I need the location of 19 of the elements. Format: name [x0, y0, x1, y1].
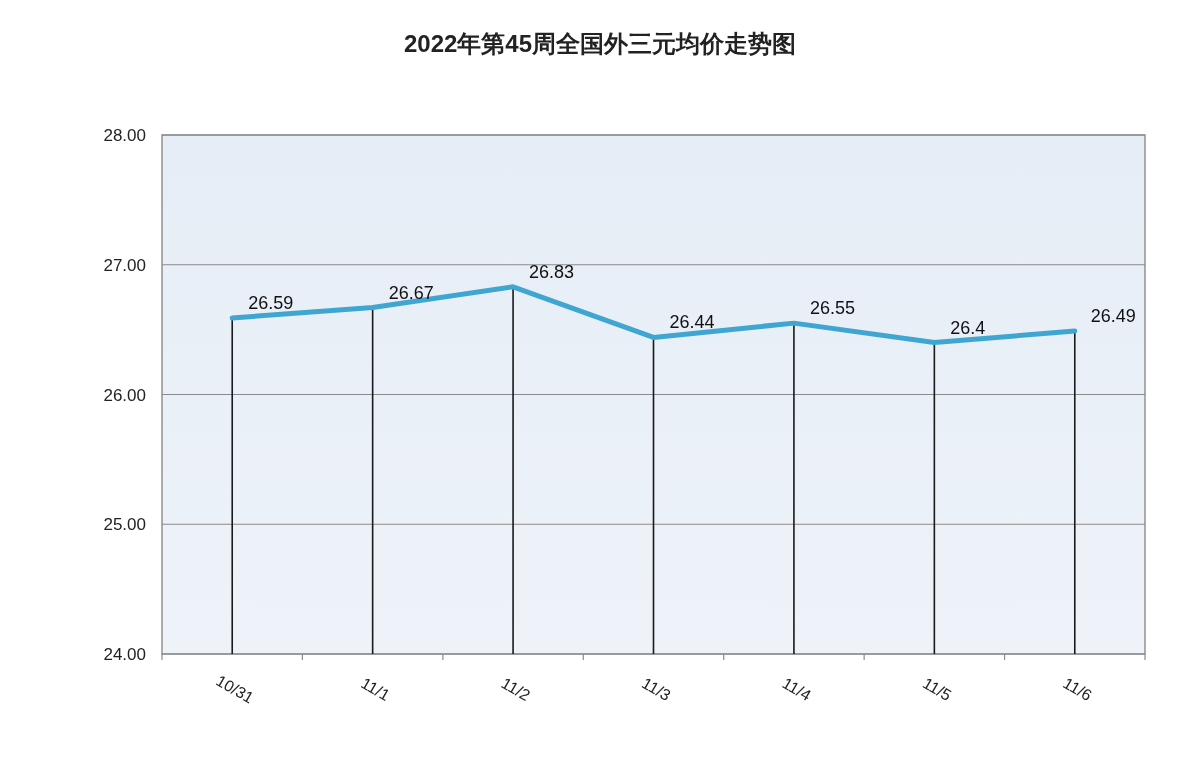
- x-tick-label: 11/6: [1060, 674, 1095, 705]
- data-label: 26.49: [1090, 305, 1136, 326]
- data-label: 26.59: [248, 292, 294, 313]
- x-tick-label: 11/5: [919, 674, 955, 705]
- data-label: 26.55: [809, 298, 855, 319]
- data-label: 26.4: [950, 317, 986, 338]
- chart-title: 2022年第45周全国外三元均价走势图: [403, 30, 797, 57]
- x-tick-label: 11/4: [779, 674, 814, 705]
- y-tick-label: 27.00: [103, 255, 146, 275]
- y-tick-label: 28.00: [103, 126, 146, 145]
- y-tick-label: 25.00: [103, 515, 146, 535]
- x-tick-label: 11/2: [498, 674, 534, 705]
- y-tick-label: 24.00: [103, 645, 146, 664]
- x-tick-label: 11/1: [358, 674, 393, 705]
- data-label: 26.83: [529, 261, 575, 282]
- x-tick-label: 11/3: [639, 674, 674, 705]
- y-tick-label: 26.00: [103, 385, 146, 405]
- data-label: 26.67: [388, 282, 434, 303]
- data-label: 26.44: [669, 312, 715, 333]
